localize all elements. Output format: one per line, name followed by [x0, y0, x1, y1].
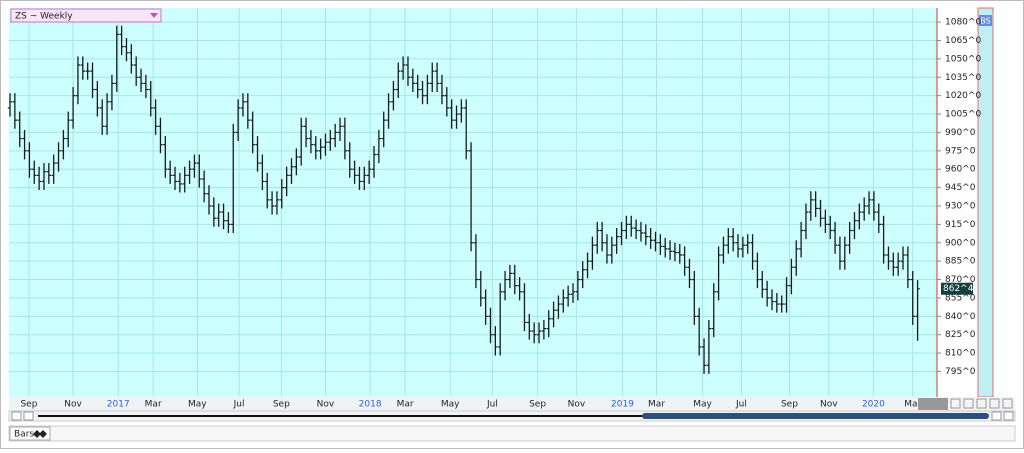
- scroll-end[interactable]: [1003, 411, 1014, 421]
- x-tick-label: Sep: [273, 400, 290, 410]
- x-tick-label: May: [188, 400, 207, 410]
- tab[interactable]: [9, 426, 51, 441]
- bars: [7, 25, 920, 374]
- x-tick-label: Nov: [568, 400, 586, 410]
- x-tick-label: 2018: [359, 400, 382, 410]
- price-axis: [937, 8, 978, 397]
- button[interactable]: [1002, 398, 1013, 409]
- toolbar-buttons: [950, 398, 1013, 409]
- tab-bar: [8, 425, 1016, 442]
- y-tick-label: 990^0: [945, 128, 976, 138]
- x-tick-label: Jul: [486, 400, 498, 410]
- y-tick-label: 915^0: [945, 220, 976, 230]
- x-axis-strip: [9, 397, 1015, 411]
- last-price-label: 862^4: [943, 284, 974, 294]
- x-tick-label: Nov: [820, 400, 838, 410]
- symbol-label: ZS ~ Weekly: [15, 12, 73, 22]
- x-tick-label: Mar: [648, 400, 665, 410]
- x-axis: Sep Nov 2017 Mar May Jul Sep Nov 2018 Mar May Jul Se…: [20, 400, 921, 410]
- tab-label: Bars: [14, 430, 34, 440]
- scroll-left[interactable]: [23, 411, 34, 421]
- y-tick-label: 1020^0: [945, 91, 981, 101]
- x-tick-label: Jul: [735, 400, 747, 410]
- scroll-start[interactable]: [11, 411, 22, 421]
- y-tick-label: 960^0: [945, 165, 976, 175]
- y-tick-label: 930^0: [945, 201, 976, 211]
- panel-label-box: [979, 15, 992, 26]
- button[interactable]: [976, 398, 987, 409]
- panel-label: BS: [980, 17, 990, 26]
- tab-icon: [33, 430, 47, 438]
- x-tick-label: Nov: [64, 400, 82, 410]
- x-tick-label: Sep: [529, 400, 546, 410]
- last-price-marker: [941, 282, 973, 295]
- x-tick-label: May: [441, 400, 460, 410]
- x-tick-label: Mar: [397, 400, 414, 410]
- x-tick-label: Mar: [904, 400, 921, 410]
- side-panel: [977, 7, 994, 398]
- x-tick-label: May: [693, 400, 712, 410]
- button[interactable]: [950, 398, 961, 409]
- y-tick-label: 840^0: [945, 312, 976, 322]
- x-tick-label: Sep: [781, 400, 798, 410]
- x-tick-label: 2017: [107, 400, 130, 410]
- y-tick-label: 825^0: [945, 330, 976, 340]
- y-tick-label: 975^0: [945, 146, 976, 156]
- y-tick-label: 855^0: [945, 293, 976, 303]
- x-tick-label: Mar: [145, 400, 162, 410]
- y-tick-label: 885^0: [945, 257, 976, 267]
- time-marker: [918, 398, 948, 410]
- x-tick-label: 2020: [862, 400, 885, 410]
- y-tick-label: 795^0: [945, 367, 976, 377]
- x-tick-label: Sep: [20, 400, 37, 410]
- scroll-thumb[interactable]: [642, 413, 989, 419]
- y-axis: 1080^0 1065^0 1050^0 1035^0 1020^0 1005^0 990^…: [937, 18, 981, 377]
- symbol-box[interactable]: [10, 8, 162, 23]
- plot-area: [9, 8, 937, 397]
- button[interactable]: [963, 398, 974, 409]
- y-tick-label: 1005^0: [945, 110, 981, 120]
- y-tick-label: 900^0: [945, 238, 976, 248]
- x-tick-label: 2019: [611, 400, 634, 410]
- x-tick-label: Nov: [317, 400, 335, 410]
- scroll-right[interactable]: [991, 411, 1002, 421]
- y-tick-label: 945^0: [945, 183, 976, 193]
- y-tick-label: 870^0: [945, 275, 976, 285]
- y-tick-label: 1050^0: [945, 54, 981, 64]
- button[interactable]: [989, 398, 1000, 409]
- y-tick-label: 1035^0: [945, 73, 981, 83]
- y-tick-label: 1080^0: [945, 18, 981, 28]
- dropdown-arrow[interactable]: [150, 13, 158, 18]
- grid: [9, 8, 937, 396]
- x-tick-label: Jul: [233, 400, 245, 410]
- y-tick-label: 810^0: [945, 349, 976, 359]
- y-tick-label: 1065^0: [945, 36, 981, 46]
